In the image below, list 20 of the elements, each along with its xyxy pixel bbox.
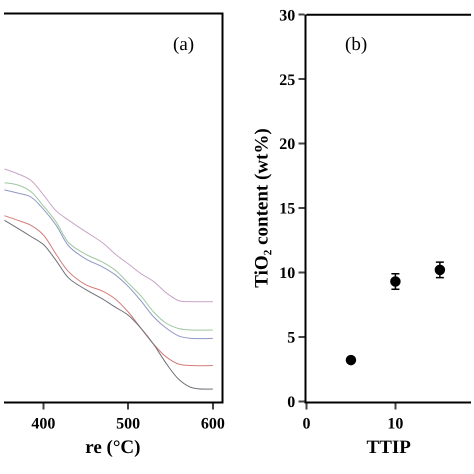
point	[390, 276, 401, 287]
y-tick-label: 0	[287, 394, 296, 411]
x-axis-title: re (°C)	[85, 436, 140, 458]
y-tick-label: 25	[279, 72, 296, 89]
y-tick-label: 5	[287, 329, 296, 346]
x-tick-label: 10	[387, 416, 404, 433]
text: (a)	[173, 34, 194, 55]
y-tick-label: 15	[279, 200, 296, 218]
point	[434, 264, 446, 276]
y-tick-label: 20	[279, 136, 296, 154]
y-axis-title: TiO₂ content (wt%)	[252, 128, 273, 288]
x-axis-title: TTIP	[366, 436, 412, 458]
point	[346, 354, 356, 366]
x-tick-label: 500	[116, 416, 140, 433]
x-tick-label: 600	[200, 416, 225, 433]
annotation: (b)	[345, 34, 368, 55]
y-tick-label: 10	[279, 265, 296, 282]
x-tick-label: 400	[31, 416, 56, 433]
y-tick-label: 30	[279, 7, 296, 24]
x-tick-label: 0	[302, 416, 310, 433]
